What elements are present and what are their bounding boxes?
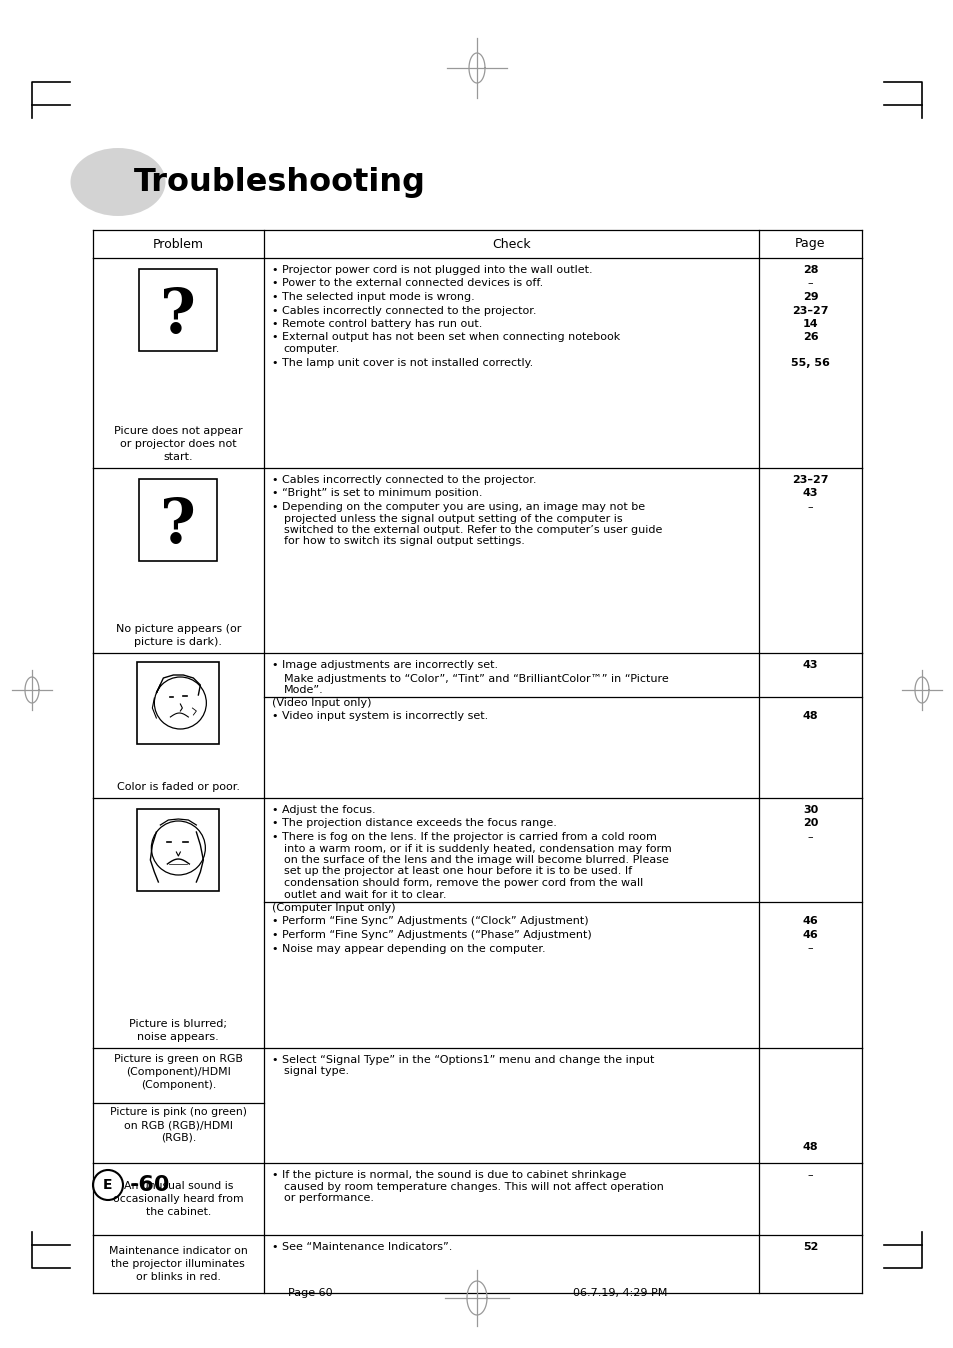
Text: 43: 43: [801, 488, 818, 499]
Text: • Image adjustments are incorrectly set.: • Image adjustments are incorrectly set.: [272, 661, 497, 670]
Text: 28: 28: [801, 266, 818, 275]
Text: Picture is blurred;
noise appears.: Picture is blurred; noise appears.: [130, 1019, 227, 1042]
Text: • See “Maintenance Indicators”.: • See “Maintenance Indicators”.: [272, 1242, 452, 1252]
Text: Page 60: Page 60: [288, 1287, 332, 1298]
Text: • Projector power cord is not plugged into the wall outlet.: • Projector power cord is not plugged in…: [272, 266, 592, 275]
Text: (Computer Input only): (Computer Input only): [272, 903, 395, 913]
Bar: [139, 479, 217, 561]
Text: • Select “Signal Type” in the “Options1” menu and change the input: • Select “Signal Type” in the “Options1”…: [272, 1055, 654, 1065]
Text: for how to switch its signal output settings.: for how to switch its signal output sett…: [283, 537, 524, 546]
Text: Mode”.: Mode”.: [283, 685, 323, 696]
Text: • Video input system is incorrectly set.: • Video input system is incorrectly set.: [272, 710, 487, 721]
Bar: [139, 270, 217, 350]
Text: 23–27: 23–27: [791, 474, 828, 485]
Text: • If the picture is normal, the sound is due to cabinet shrinkage: • If the picture is normal, the sound is…: [272, 1170, 625, 1180]
Text: 46: 46: [801, 930, 818, 940]
Text: 48: 48: [801, 1142, 818, 1153]
Text: 23–27: 23–27: [791, 306, 828, 315]
Text: condensation should form, remove the power cord from the wall: condensation should form, remove the pow…: [283, 878, 642, 888]
Text: • Adjust the focus.: • Adjust the focus.: [272, 805, 375, 816]
Ellipse shape: [71, 148, 165, 216]
Text: • The lamp unit cover is not installed correctly.: • The lamp unit cover is not installed c…: [272, 357, 533, 368]
Bar: [137, 662, 219, 744]
Text: • Noise may appear depending on the computer.: • Noise may appear depending on the comp…: [272, 944, 545, 953]
Text: 30: 30: [802, 805, 818, 816]
Text: ?: ?: [160, 496, 196, 555]
Text: No picture appears (or
picture is dark).: No picture appears (or picture is dark).: [115, 624, 241, 647]
Text: 26: 26: [801, 333, 818, 342]
Text: computer.: computer.: [283, 344, 339, 355]
Text: • Perform “Fine Sync” Adjustments (“Phase” Adjustment): • Perform “Fine Sync” Adjustments (“Phas…: [272, 930, 591, 940]
Text: • Cables incorrectly connected to the projector.: • Cables incorrectly connected to the pr…: [272, 474, 536, 485]
Text: –: –: [807, 944, 813, 953]
Text: • Remote control battery has run out.: • Remote control battery has run out.: [272, 319, 481, 329]
Text: Color is faded or poor.: Color is faded or poor.: [116, 782, 239, 793]
Text: -60: -60: [130, 1175, 171, 1194]
Text: Maintenance indicator on
the projector illuminates
or blinks in red.: Maintenance indicator on the projector i…: [109, 1246, 248, 1282]
Bar: [137, 809, 219, 891]
Text: • “Bright” is set to minimum position.: • “Bright” is set to minimum position.: [272, 488, 481, 499]
Text: Page: Page: [795, 237, 825, 251]
Text: Picture is pink (no green)
on RGB (RGB)/HDMI
(RGB).: Picture is pink (no green) on RGB (RGB)/…: [110, 1107, 247, 1143]
Text: switched to the external output. Refer to the computer’s user guide: switched to the external output. Refer t…: [283, 524, 661, 535]
Text: • There is fog on the lens. If the projector is carried from a cold room: • There is fog on the lens. If the proje…: [272, 832, 656, 842]
Text: • Cables incorrectly connected to the projector.: • Cables incorrectly connected to the pr…: [272, 306, 536, 315]
Text: 48: 48: [801, 710, 818, 721]
Text: Make adjustments to “Color”, “Tint” and “BrilliantColor™” in “Picture: Make adjustments to “Color”, “Tint” and …: [283, 674, 668, 683]
Text: 52: 52: [801, 1242, 818, 1252]
Text: 46: 46: [801, 917, 818, 926]
Text: (Video Input only): (Video Input only): [272, 697, 371, 708]
Text: Picure does not appear
or projector does not
start.: Picure does not appear or projector does…: [114, 426, 242, 462]
Text: ?: ?: [160, 286, 196, 346]
Text: • Perform “Fine Sync” Adjustments (“Clock” Adjustment): • Perform “Fine Sync” Adjustments (“Cloc…: [272, 917, 588, 926]
Text: 43: 43: [801, 661, 818, 670]
Text: –: –: [807, 832, 813, 842]
Text: –: –: [807, 501, 813, 512]
Text: Picture is green on RGB
(Component)/HDMI
(Component).: Picture is green on RGB (Component)/HDMI…: [113, 1054, 243, 1089]
Text: –: –: [807, 279, 813, 288]
Text: 20: 20: [801, 818, 818, 829]
Text: on the surface of the lens and the image will become blurred. Please: on the surface of the lens and the image…: [283, 855, 668, 865]
Text: 29: 29: [801, 293, 818, 302]
Text: outlet and wait for it to clear.: outlet and wait for it to clear.: [283, 890, 446, 899]
Text: Troubleshooting: Troubleshooting: [133, 167, 426, 198]
Text: into a warm room, or if it is suddenly heated, condensation may form: into a warm room, or if it is suddenly h…: [283, 844, 671, 853]
Text: 14: 14: [801, 319, 818, 329]
Text: projected unless the signal output setting of the computer is: projected unless the signal output setti…: [283, 514, 621, 523]
Text: or performance.: or performance.: [283, 1193, 374, 1202]
Text: 06.7.19, 4:29 PM: 06.7.19, 4:29 PM: [572, 1287, 666, 1298]
Text: • The selected input mode is wrong.: • The selected input mode is wrong.: [272, 293, 474, 302]
Text: An unusual sound is
occasionally heard from
the cabinet.: An unusual sound is occasionally heard f…: [112, 1181, 243, 1217]
Text: –: –: [807, 1170, 813, 1180]
Text: set up the projector at least one hour before it is to be used. If: set up the projector at least one hour b…: [283, 867, 631, 876]
Text: Check: Check: [492, 237, 530, 251]
Text: • The projection distance exceeds the focus range.: • The projection distance exceeds the fo…: [272, 818, 556, 829]
Text: E: E: [103, 1178, 112, 1192]
Text: caused by room temperature changes. This will not affect operation: caused by room temperature changes. This…: [283, 1181, 663, 1192]
Text: • External output has not been set when connecting notebook: • External output has not been set when …: [272, 333, 619, 342]
Text: • Depending on the computer you are using, an image may not be: • Depending on the computer you are usin…: [272, 501, 644, 512]
Text: signal type.: signal type.: [283, 1066, 349, 1077]
Text: • Power to the external connected devices is off.: • Power to the external connected device…: [272, 279, 542, 288]
Text: 55, 56: 55, 56: [790, 357, 829, 368]
Text: Problem: Problem: [152, 237, 204, 251]
